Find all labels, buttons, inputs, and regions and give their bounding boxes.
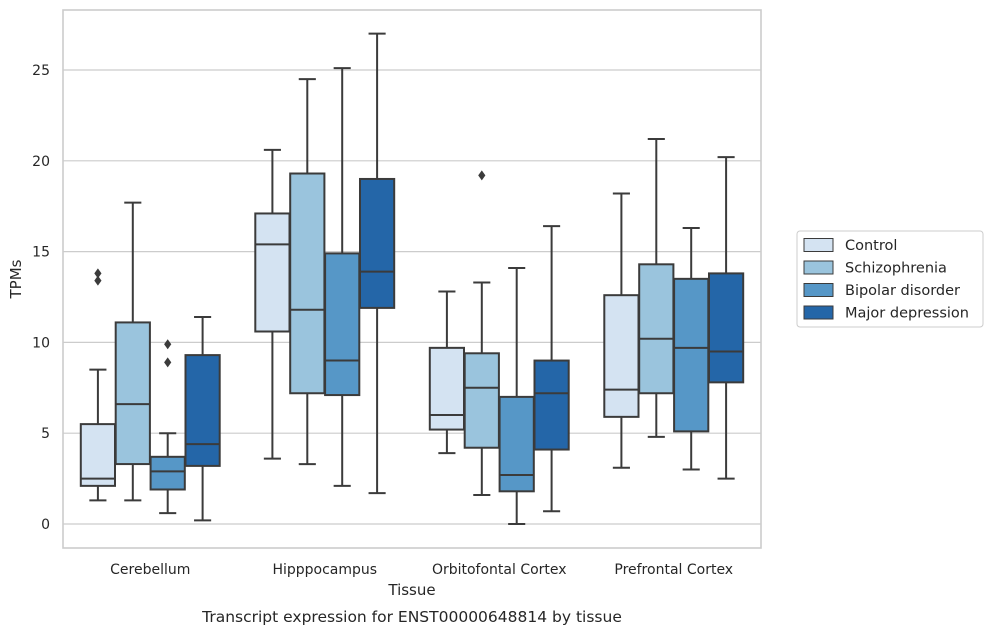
box-1-1: [289, 78, 326, 466]
outlier-0: [478, 170, 486, 181]
legend-label-0: Control: [845, 238, 897, 254]
box-2-2: [498, 266, 535, 525]
box-iqr: [638, 263, 675, 395]
y-tick-label-15: 15: [32, 245, 50, 261]
chart-caption: Transcript expression for ENST0000064881…: [201, 608, 622, 626]
legend-swatch-0: [803, 238, 834, 252]
outlier-0: [164, 357, 172, 368]
box-iqr: [79, 423, 117, 487]
box-iqr: [358, 177, 396, 309]
x-tick-label-1: Hipppocampus: [272, 562, 377, 578]
y-axis-label: TPMs: [7, 259, 25, 299]
y-tick-label-0: 0: [41, 517, 50, 533]
box-1-3: [358, 32, 396, 495]
y-tick-label-5: 5: [41, 426, 50, 442]
x-tick-label-0: Cerebellum: [110, 562, 190, 578]
y-tick-label-25: 25: [32, 63, 50, 79]
box-iqr: [254, 212, 291, 333]
box-0-2: [149, 339, 186, 515]
box-0-0: [79, 268, 117, 502]
legend-label-3: Major depression: [845, 306, 969, 322]
box-1-0: [254, 148, 291, 460]
box-iqr: [498, 395, 535, 493]
y-tick-label-20: 20: [32, 154, 50, 170]
legend-swatch-2: [803, 283, 834, 297]
box-iqr: [463, 352, 500, 449]
box-iqr: [603, 294, 640, 418]
y-tick-label-10: 10: [32, 335, 50, 351]
box-iqr: [184, 354, 221, 467]
box-0-3: [184, 315, 221, 522]
box-2-3: [533, 225, 570, 513]
box-2-1: [463, 170, 500, 496]
box-3-1: [638, 138, 675, 438]
legend: Control Schizophrenia Bipolar disorder Majo…: [796, 230, 984, 328]
legend-swatch-3: [803, 305, 834, 320]
legend-label-2: Bipolar disorder: [845, 283, 960, 299]
x-axis: Cerebellum Hipppocampus Orbitofontal Corte…: [110, 562, 733, 578]
outlier-1: [94, 268, 102, 279]
box-iqr: [289, 172, 326, 395]
box-iqr: [707, 272, 745, 384]
outlier-1: [164, 339, 172, 350]
legend-swatch-1: [803, 260, 834, 275]
box-iqr: [149, 455, 186, 491]
box-iqr: [428, 346, 466, 431]
x-axis-label: Tissue: [387, 581, 435, 599]
plot-frame: [62, 9, 762, 549]
outlier-0: [94, 275, 102, 286]
x-tick-label-2: Orbitofontal Cortex: [432, 562, 567, 578]
legend-label-1: Schizophrenia: [845, 261, 947, 277]
box-1-2: [324, 67, 361, 487]
box-2-0: [428, 290, 466, 455]
box-3-2: [673, 226, 710, 471]
box-iqr: [114, 321, 151, 466]
x-tick-label-3: Prefrontal Cortex: [614, 562, 733, 578]
box-iqr: [324, 252, 361, 397]
box-iqr: [533, 359, 570, 451]
box-3-3: [707, 156, 745, 480]
box-0-1: [114, 201, 151, 502]
legend-frame: [796, 230, 984, 328]
y-axis: 0 5 10 15 20 25: [32, 63, 50, 533]
box-3-0: [603, 192, 640, 469]
plot-boxes: [79, 32, 745, 525]
grid-lines: [63, 69, 761, 525]
box-iqr: [673, 277, 710, 433]
